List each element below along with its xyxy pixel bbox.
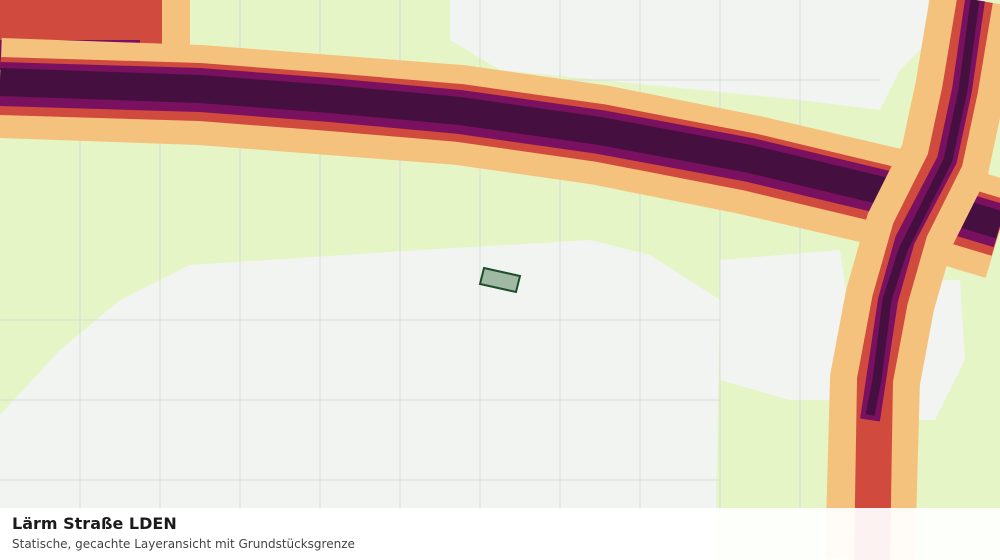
quiet-zone (720, 250, 850, 400)
quiet-zone (450, 0, 940, 110)
main-road (0, 38, 1000, 278)
layer-title: Lärm Straße LDEN (12, 514, 177, 533)
layer-subtitle: Statische, gecachte Layeransicht mit Gru… (12, 537, 355, 551)
legend-panel: Lärm Straße LDEN Statische, gecachte Lay… (0, 508, 1000, 560)
parcel-boundary[interactable] (478, 266, 522, 294)
side-road (825, 0, 1000, 560)
